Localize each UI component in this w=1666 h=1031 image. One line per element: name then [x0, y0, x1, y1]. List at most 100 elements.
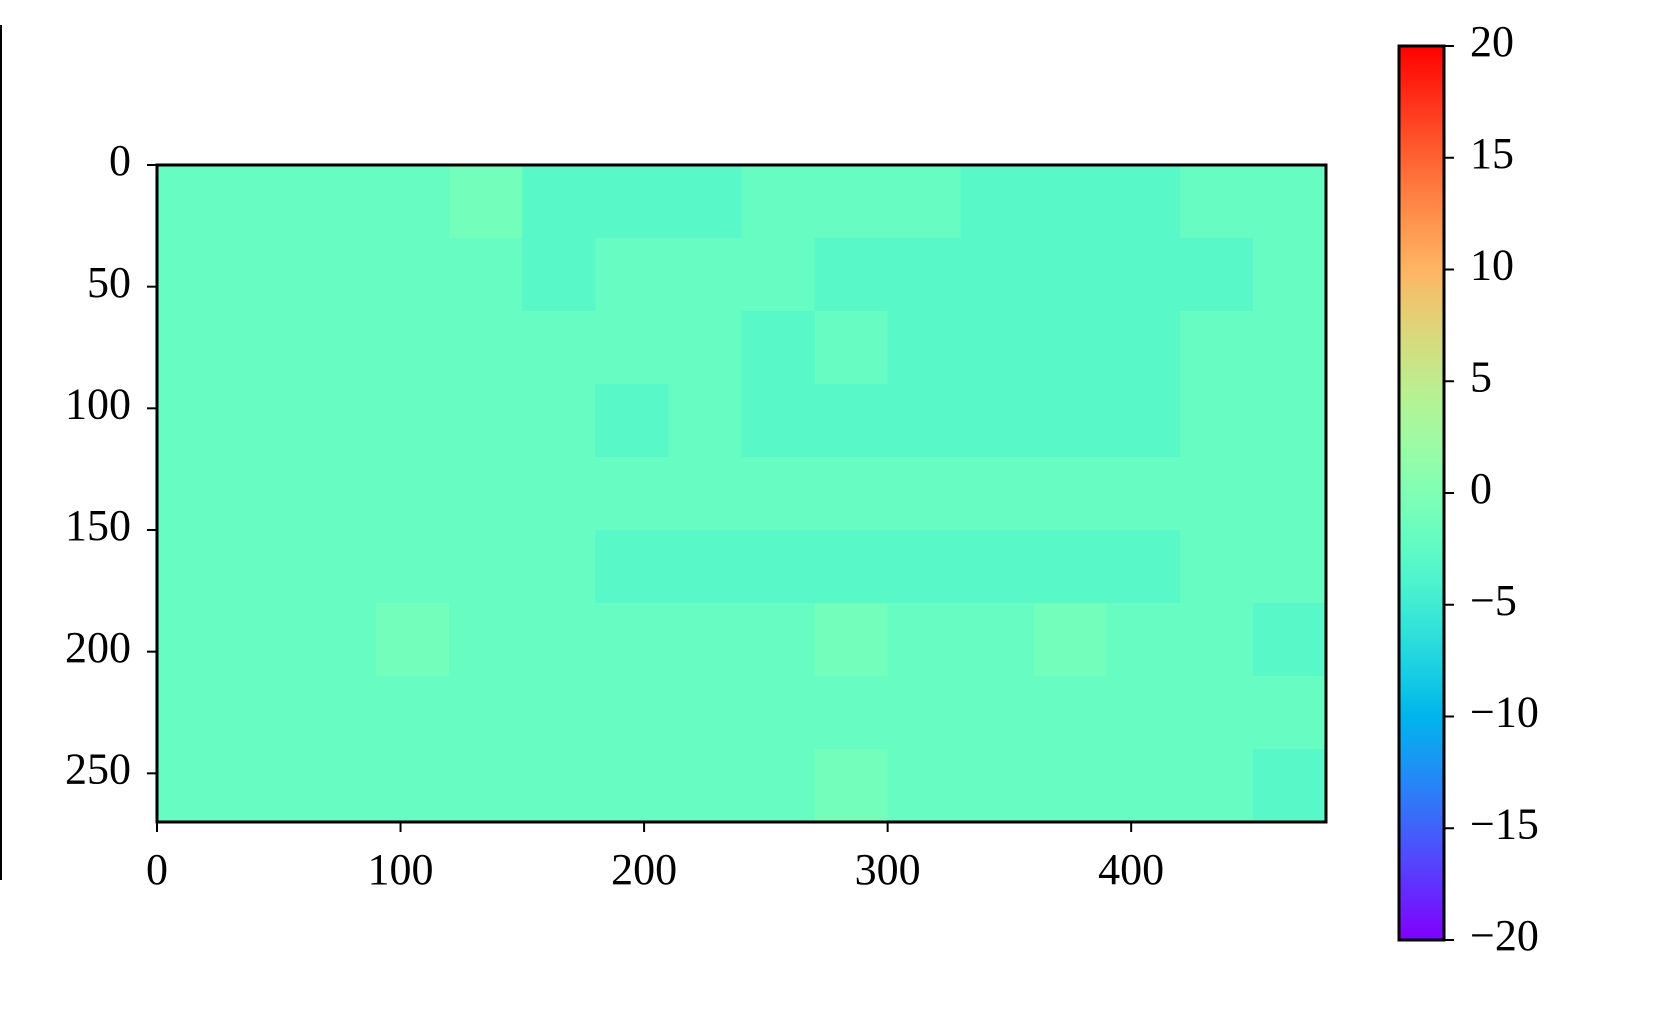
heatmap-cell — [1106, 384, 1181, 458]
heatmap-cell — [741, 749, 816, 823]
colorbar-tick-label: −10 — [1470, 688, 1539, 737]
colorbar — [1397, 44, 1446, 942]
heatmap-cell — [376, 603, 450, 677]
heatmap-cell — [741, 530, 816, 604]
heatmap-cell — [1106, 603, 1181, 677]
heatmap-cell — [1033, 530, 1108, 604]
heatmap-cell — [595, 749, 669, 823]
heatmap-cell — [303, 676, 377, 750]
heatmap-cell — [887, 676, 962, 750]
heatmap-cell — [303, 603, 377, 677]
colorbar-tick-label: 20 — [1470, 17, 1514, 66]
heatmap-cell — [1179, 676, 1254, 750]
heatmap-cell — [522, 311, 596, 385]
heatmap-cell — [376, 384, 450, 458]
heatmap-cell — [814, 603, 889, 677]
heatmap-cell — [814, 384, 889, 458]
heatmap-cell — [1252, 676, 1327, 750]
heatmap-cell — [522, 749, 596, 823]
heatmap-cell — [157, 384, 231, 458]
heatmap-cell — [522, 457, 596, 531]
y-tick-label: 0 — [109, 136, 131, 185]
heatmap-cell — [741, 238, 816, 312]
heatmap-cell — [595, 384, 669, 458]
heatmap-cell — [1033, 749, 1108, 823]
heatmap-cell — [230, 165, 304, 239]
y-tick-label: 100 — [65, 379, 131, 428]
heatmap-cell — [814, 165, 889, 239]
heatmap-cell — [887, 457, 962, 531]
heatmap-cell — [741, 384, 816, 458]
heatmap-cell — [960, 165, 1035, 239]
colorbar-tick-label: 0 — [1470, 464, 1492, 513]
heatmap-cell — [1252, 749, 1327, 823]
heatmap-cell — [230, 311, 304, 385]
heatmap-cell — [960, 676, 1035, 750]
heatmap-cell — [449, 749, 523, 823]
heatmap-cell — [814, 530, 889, 604]
heatmap-cell — [1106, 749, 1181, 823]
heatmap-cell — [230, 238, 304, 312]
colorbar-tick-label: −20 — [1470, 911, 1539, 960]
heatmap-cell — [887, 384, 962, 458]
heatmap-cell — [668, 676, 742, 750]
axes-frame — [155, 163, 1328, 824]
x-tick-label: 100 — [368, 845, 434, 894]
heatmap-cell — [668, 603, 742, 677]
heatmap-cell — [1033, 457, 1108, 531]
heatmap-cell — [157, 749, 231, 823]
heatmap-cell — [1033, 676, 1108, 750]
heatmap-cell — [522, 238, 596, 312]
x-tick-label: 200 — [611, 845, 677, 894]
colorbar-tick-label: −5 — [1470, 576, 1517, 625]
heatmap-cell — [376, 165, 450, 239]
heatmap-cell — [1179, 238, 1254, 312]
heatmap-cell — [741, 165, 816, 239]
heatmap-cell — [668, 311, 742, 385]
heatmap-cell — [230, 749, 304, 823]
x-tick-label: 400 — [1098, 845, 1164, 894]
heatmap-cell — [376, 457, 450, 531]
heatmap-cell — [887, 165, 962, 239]
heatmap-cell — [814, 238, 889, 312]
heatmap-cell — [1252, 238, 1327, 312]
heatmap-cell — [449, 530, 523, 604]
heatmap-cell — [1106, 165, 1181, 239]
heatmap-cell — [449, 165, 523, 239]
heatmap-cell — [814, 676, 889, 750]
heatmap-cell — [303, 749, 377, 823]
heatmap-cell — [303, 165, 377, 239]
colorbar-tick-label: 10 — [1470, 241, 1514, 290]
heatmap-cell — [449, 676, 523, 750]
heatmap-cell — [230, 603, 304, 677]
heatmap-cell — [1033, 238, 1108, 312]
heatmap-cell — [157, 165, 231, 239]
heatmap-cell — [887, 311, 962, 385]
colorbar-tick-label: 5 — [1470, 352, 1492, 401]
heatmap-cell — [887, 749, 962, 823]
heatmap-cell — [303, 238, 377, 312]
heatmap-cell — [376, 238, 450, 312]
heatmap-cell — [157, 530, 231, 604]
heatmap-cell — [960, 603, 1035, 677]
heatmap-cell — [230, 530, 304, 604]
heatmap-cell — [157, 311, 231, 385]
heatmap-cell — [1252, 311, 1327, 385]
heatmap-cell — [887, 603, 962, 677]
heatmap-cell — [814, 749, 889, 823]
heatmap-cell — [1033, 311, 1108, 385]
heatmap-cell — [449, 238, 523, 312]
heatmap-cell — [960, 749, 1035, 823]
heatmap-cell — [522, 530, 596, 604]
heatmap-cell — [522, 165, 596, 239]
heatmap-cell — [1179, 311, 1254, 385]
heatmap-cell — [376, 311, 450, 385]
heatmap-cell — [887, 530, 962, 604]
heatmap-cell — [1033, 165, 1108, 239]
heatmap-cell — [449, 457, 523, 531]
heatmap-cell — [1106, 676, 1181, 750]
heatmap-cell — [303, 311, 377, 385]
heatmap-cell — [522, 676, 596, 750]
heatmap-cell — [1033, 384, 1108, 458]
